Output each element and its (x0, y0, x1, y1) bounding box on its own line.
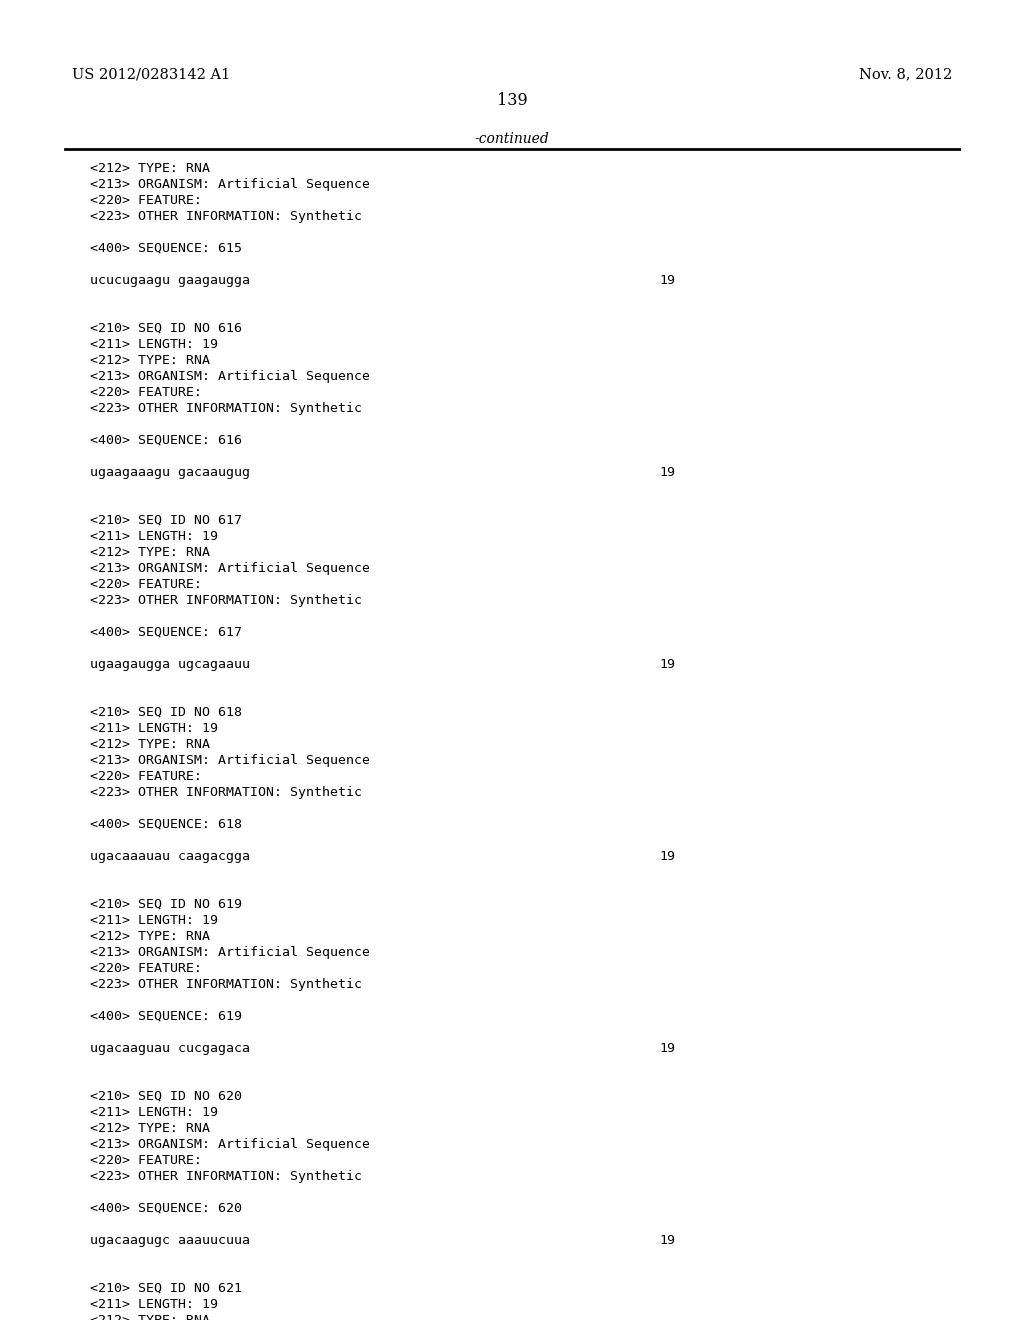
Text: 19: 19 (659, 1041, 675, 1055)
Text: ugacaaguau cucgagaca: ugacaaguau cucgagaca (90, 1041, 250, 1055)
Text: ugaagaugga ugcagaauu: ugaagaugga ugcagaauu (90, 657, 250, 671)
Text: <211> LENGTH: 19: <211> LENGTH: 19 (90, 722, 218, 735)
Text: <212> TYPE: RNA: <212> TYPE: RNA (90, 1313, 210, 1320)
Text: <210> SEQ ID NO 619: <210> SEQ ID NO 619 (90, 898, 242, 911)
Text: 19: 19 (659, 466, 675, 479)
Text: <211> LENGTH: 19: <211> LENGTH: 19 (90, 1298, 218, 1311)
Text: <211> LENGTH: 19: <211> LENGTH: 19 (90, 338, 218, 351)
Text: <400> SEQUENCE: 616: <400> SEQUENCE: 616 (90, 434, 242, 447)
Text: <213> ORGANISM: Artificial Sequence: <213> ORGANISM: Artificial Sequence (90, 178, 370, 191)
Text: <211> LENGTH: 19: <211> LENGTH: 19 (90, 1106, 218, 1119)
Text: 19: 19 (659, 275, 675, 286)
Text: Nov. 8, 2012: Nov. 8, 2012 (859, 67, 952, 81)
Text: <212> TYPE: RNA: <212> TYPE: RNA (90, 354, 210, 367)
Text: <210> SEQ ID NO 621: <210> SEQ ID NO 621 (90, 1282, 242, 1295)
Text: ugacaagugc aaauucuua: ugacaagugc aaauucuua (90, 1234, 250, 1247)
Text: <212> TYPE: RNA: <212> TYPE: RNA (90, 1122, 210, 1135)
Text: <213> ORGANISM: Artificial Sequence: <213> ORGANISM: Artificial Sequence (90, 1138, 370, 1151)
Text: 19: 19 (659, 850, 675, 863)
Text: 19: 19 (659, 1234, 675, 1247)
Text: <223> OTHER INFORMATION: Synthetic: <223> OTHER INFORMATION: Synthetic (90, 403, 362, 414)
Text: <400> SEQUENCE: 615: <400> SEQUENCE: 615 (90, 242, 242, 255)
Text: <220> FEATURE:: <220> FEATURE: (90, 770, 202, 783)
Text: -continued: -continued (475, 132, 549, 147)
Text: US 2012/0283142 A1: US 2012/0283142 A1 (72, 67, 230, 81)
Text: <220> FEATURE:: <220> FEATURE: (90, 194, 202, 207)
Text: <212> TYPE: RNA: <212> TYPE: RNA (90, 931, 210, 942)
Text: <223> OTHER INFORMATION: Synthetic: <223> OTHER INFORMATION: Synthetic (90, 1170, 362, 1183)
Text: <213> ORGANISM: Artificial Sequence: <213> ORGANISM: Artificial Sequence (90, 370, 370, 383)
Text: <223> OTHER INFORMATION: Synthetic: <223> OTHER INFORMATION: Synthetic (90, 594, 362, 607)
Text: <213> ORGANISM: Artificial Sequence: <213> ORGANISM: Artificial Sequence (90, 946, 370, 960)
Text: <212> TYPE: RNA: <212> TYPE: RNA (90, 162, 210, 176)
Text: <220> FEATURE:: <220> FEATURE: (90, 385, 202, 399)
Text: <223> OTHER INFORMATION: Synthetic: <223> OTHER INFORMATION: Synthetic (90, 785, 362, 799)
Text: 139: 139 (497, 92, 527, 110)
Text: <210> SEQ ID NO 620: <210> SEQ ID NO 620 (90, 1090, 242, 1104)
Text: <210> SEQ ID NO 618: <210> SEQ ID NO 618 (90, 706, 242, 719)
Text: <400> SEQUENCE: 617: <400> SEQUENCE: 617 (90, 626, 242, 639)
Text: <212> TYPE: RNA: <212> TYPE: RNA (90, 738, 210, 751)
Text: <211> LENGTH: 19: <211> LENGTH: 19 (90, 531, 218, 543)
Text: ugacaaauau caagacgga: ugacaaauau caagacgga (90, 850, 250, 863)
Text: ugaagaaagu gacaaugug: ugaagaaagu gacaaugug (90, 466, 250, 479)
Text: <210> SEQ ID NO 617: <210> SEQ ID NO 617 (90, 513, 242, 527)
Text: <220> FEATURE:: <220> FEATURE: (90, 962, 202, 975)
Text: <220> FEATURE:: <220> FEATURE: (90, 1154, 202, 1167)
Text: <400> SEQUENCE: 618: <400> SEQUENCE: 618 (90, 818, 242, 832)
Text: <223> OTHER INFORMATION: Synthetic: <223> OTHER INFORMATION: Synthetic (90, 978, 362, 991)
Text: <223> OTHER INFORMATION: Synthetic: <223> OTHER INFORMATION: Synthetic (90, 210, 362, 223)
Text: <212> TYPE: RNA: <212> TYPE: RNA (90, 546, 210, 558)
Text: <213> ORGANISM: Artificial Sequence: <213> ORGANISM: Artificial Sequence (90, 562, 370, 576)
Text: <211> LENGTH: 19: <211> LENGTH: 19 (90, 913, 218, 927)
Text: 19: 19 (659, 657, 675, 671)
Text: <400> SEQUENCE: 619: <400> SEQUENCE: 619 (90, 1010, 242, 1023)
Text: <400> SEQUENCE: 620: <400> SEQUENCE: 620 (90, 1203, 242, 1214)
Text: <210> SEQ ID NO 616: <210> SEQ ID NO 616 (90, 322, 242, 335)
Text: <220> FEATURE:: <220> FEATURE: (90, 578, 202, 591)
Text: <213> ORGANISM: Artificial Sequence: <213> ORGANISM: Artificial Sequence (90, 754, 370, 767)
Text: ucucugaagu gaagaugga: ucucugaagu gaagaugga (90, 275, 250, 286)
